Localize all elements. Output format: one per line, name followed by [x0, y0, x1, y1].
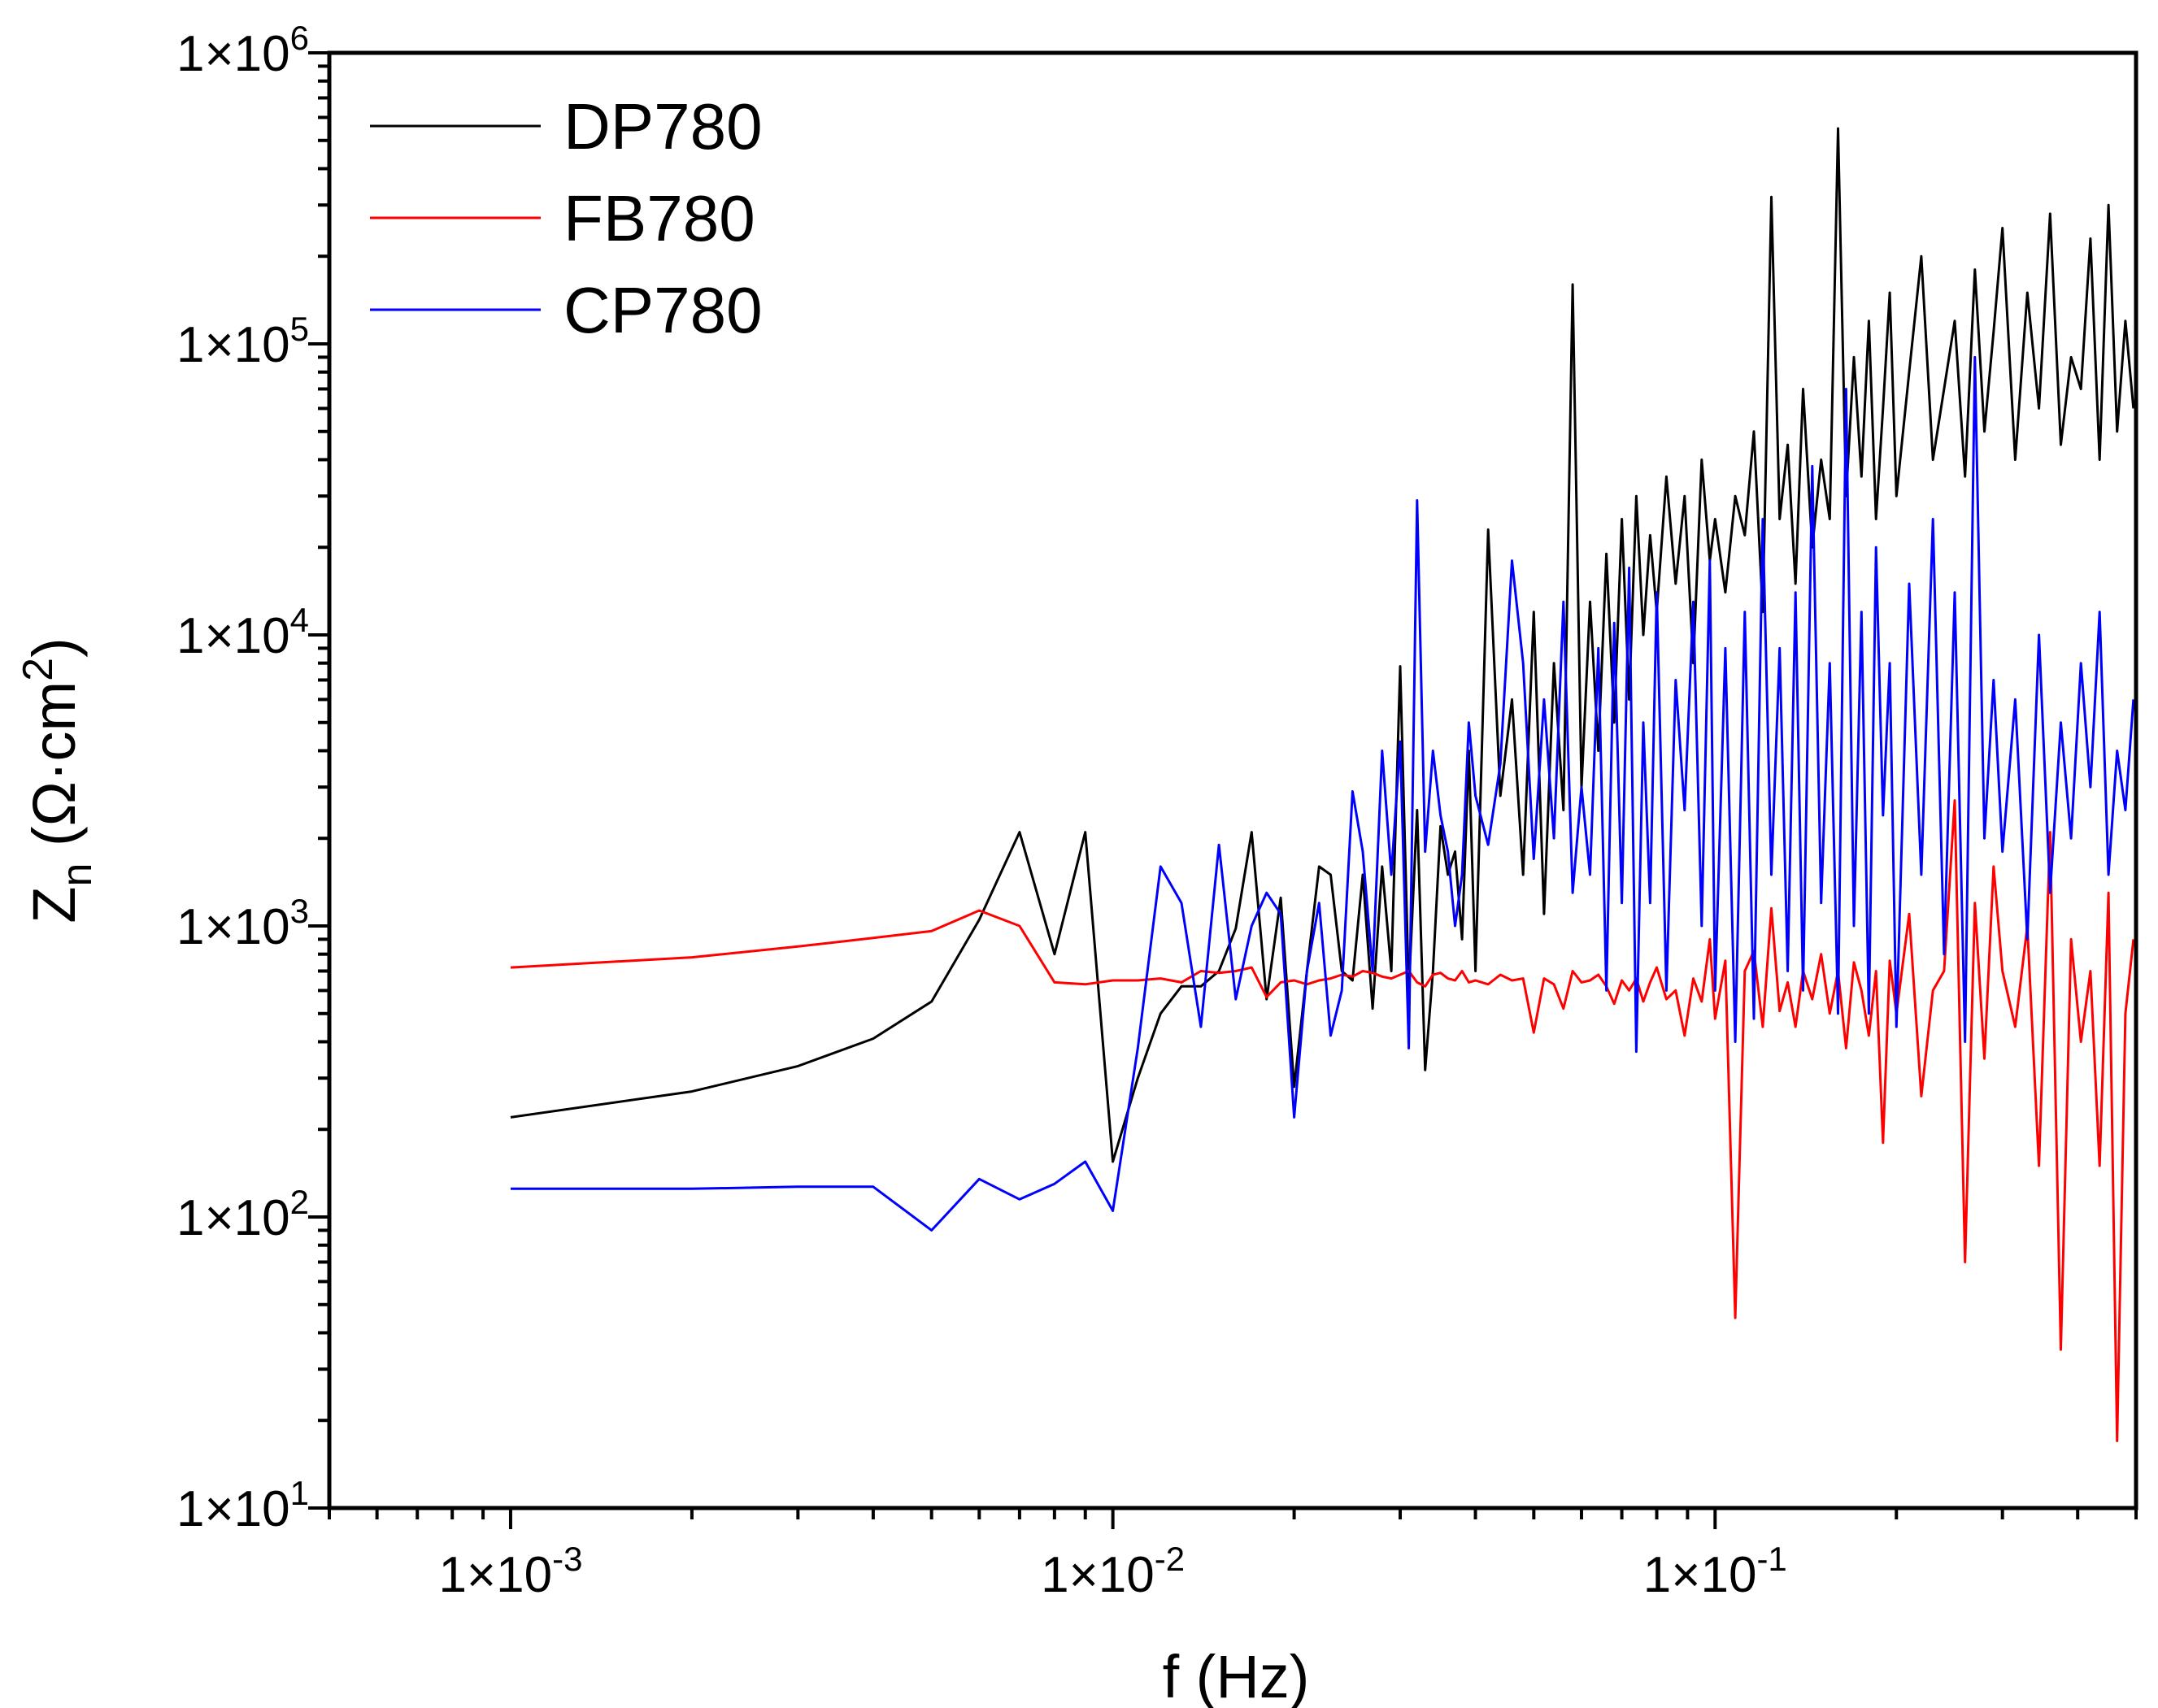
y-tick-label-mantissa: 1×10 [176, 1481, 290, 1537]
y-tick-label-exponent: 2 [290, 1183, 309, 1221]
y-tick-label: 1×104 [176, 601, 309, 664]
x-tick-label-exponent: -3 [552, 1540, 582, 1578]
label-layer: 1×10-3 1×10-2 1×10-11×1011×1021×1031×1041×… [176, 19, 1787, 1603]
x-tick-label: 1×10-2 [1041, 1540, 1185, 1603]
x-tick-label: 1×10-3 [438, 1540, 582, 1603]
y-tick-label-mantissa: 1×10 [176, 899, 290, 955]
y-tick-label-exponent: 5 [290, 310, 309, 348]
x-axis-title: f (Hz) [1163, 1643, 1310, 1708]
x-tick-label-mantissa: 1×10 [1643, 1547, 1757, 1603]
legend: DP780 FB780 CP780 [370, 90, 763, 346]
series-line-cp780 [511, 355, 2135, 1232]
y-tick-label-exponent: 1 [290, 1474, 309, 1512]
y-tick-label-mantissa: 1×10 [176, 26, 290, 82]
legend-label-cp780: CP780 [563, 274, 763, 346]
y-tick-label: 1×105 [176, 310, 309, 373]
y-tick-label-exponent: 4 [290, 601, 309, 639]
y-axis-title-close: ) [20, 637, 88, 658]
y-axis-title-unit: (Ω·cm [20, 681, 88, 863]
y-tick-label-exponent: 6 [290, 19, 309, 57]
y-axis-title: Zn (Ω·cm2) [15, 637, 101, 924]
series-line-dp780 [510, 127, 2135, 1163]
y-axis-title-superscript: 2 [15, 658, 62, 681]
y-axis-title-base: Z [20, 887, 88, 924]
y-tick-label-exponent: 3 [290, 892, 309, 930]
legend-label-dp780: DP780 [563, 90, 763, 163]
series-line-fb780 [510, 799, 2135, 1442]
y-tick-label: 1×101 [176, 1474, 309, 1537]
plot-frame [327, 50, 2138, 1510]
x-tick-label-mantissa: 1×10 [1041, 1547, 1155, 1603]
legend-label-fb780: FB780 [563, 182, 755, 254]
y-tick-label-mantissa: 1×10 [176, 608, 290, 664]
y-tick-label: 1×102 [176, 1183, 309, 1246]
tick-layer [308, 51, 2138, 1529]
x-tick-label-exponent: -2 [1155, 1540, 1185, 1578]
x-tick-label-mantissa: 1×10 [438, 1547, 552, 1603]
y-tick-label: 1×103 [176, 892, 309, 955]
y-axis-title-subscript: n [54, 863, 101, 887]
y-tick-label: 1×106 [176, 19, 309, 82]
x-tick-label-exponent: -1 [1756, 1540, 1786, 1578]
x-tick-label: 1×10-1 [1643, 1540, 1787, 1603]
series-layer [510, 127, 2135, 1442]
y-tick-label-mantissa: 1×10 [176, 317, 290, 373]
y-tick-label-mantissa: 1×10 [176, 1190, 290, 1246]
